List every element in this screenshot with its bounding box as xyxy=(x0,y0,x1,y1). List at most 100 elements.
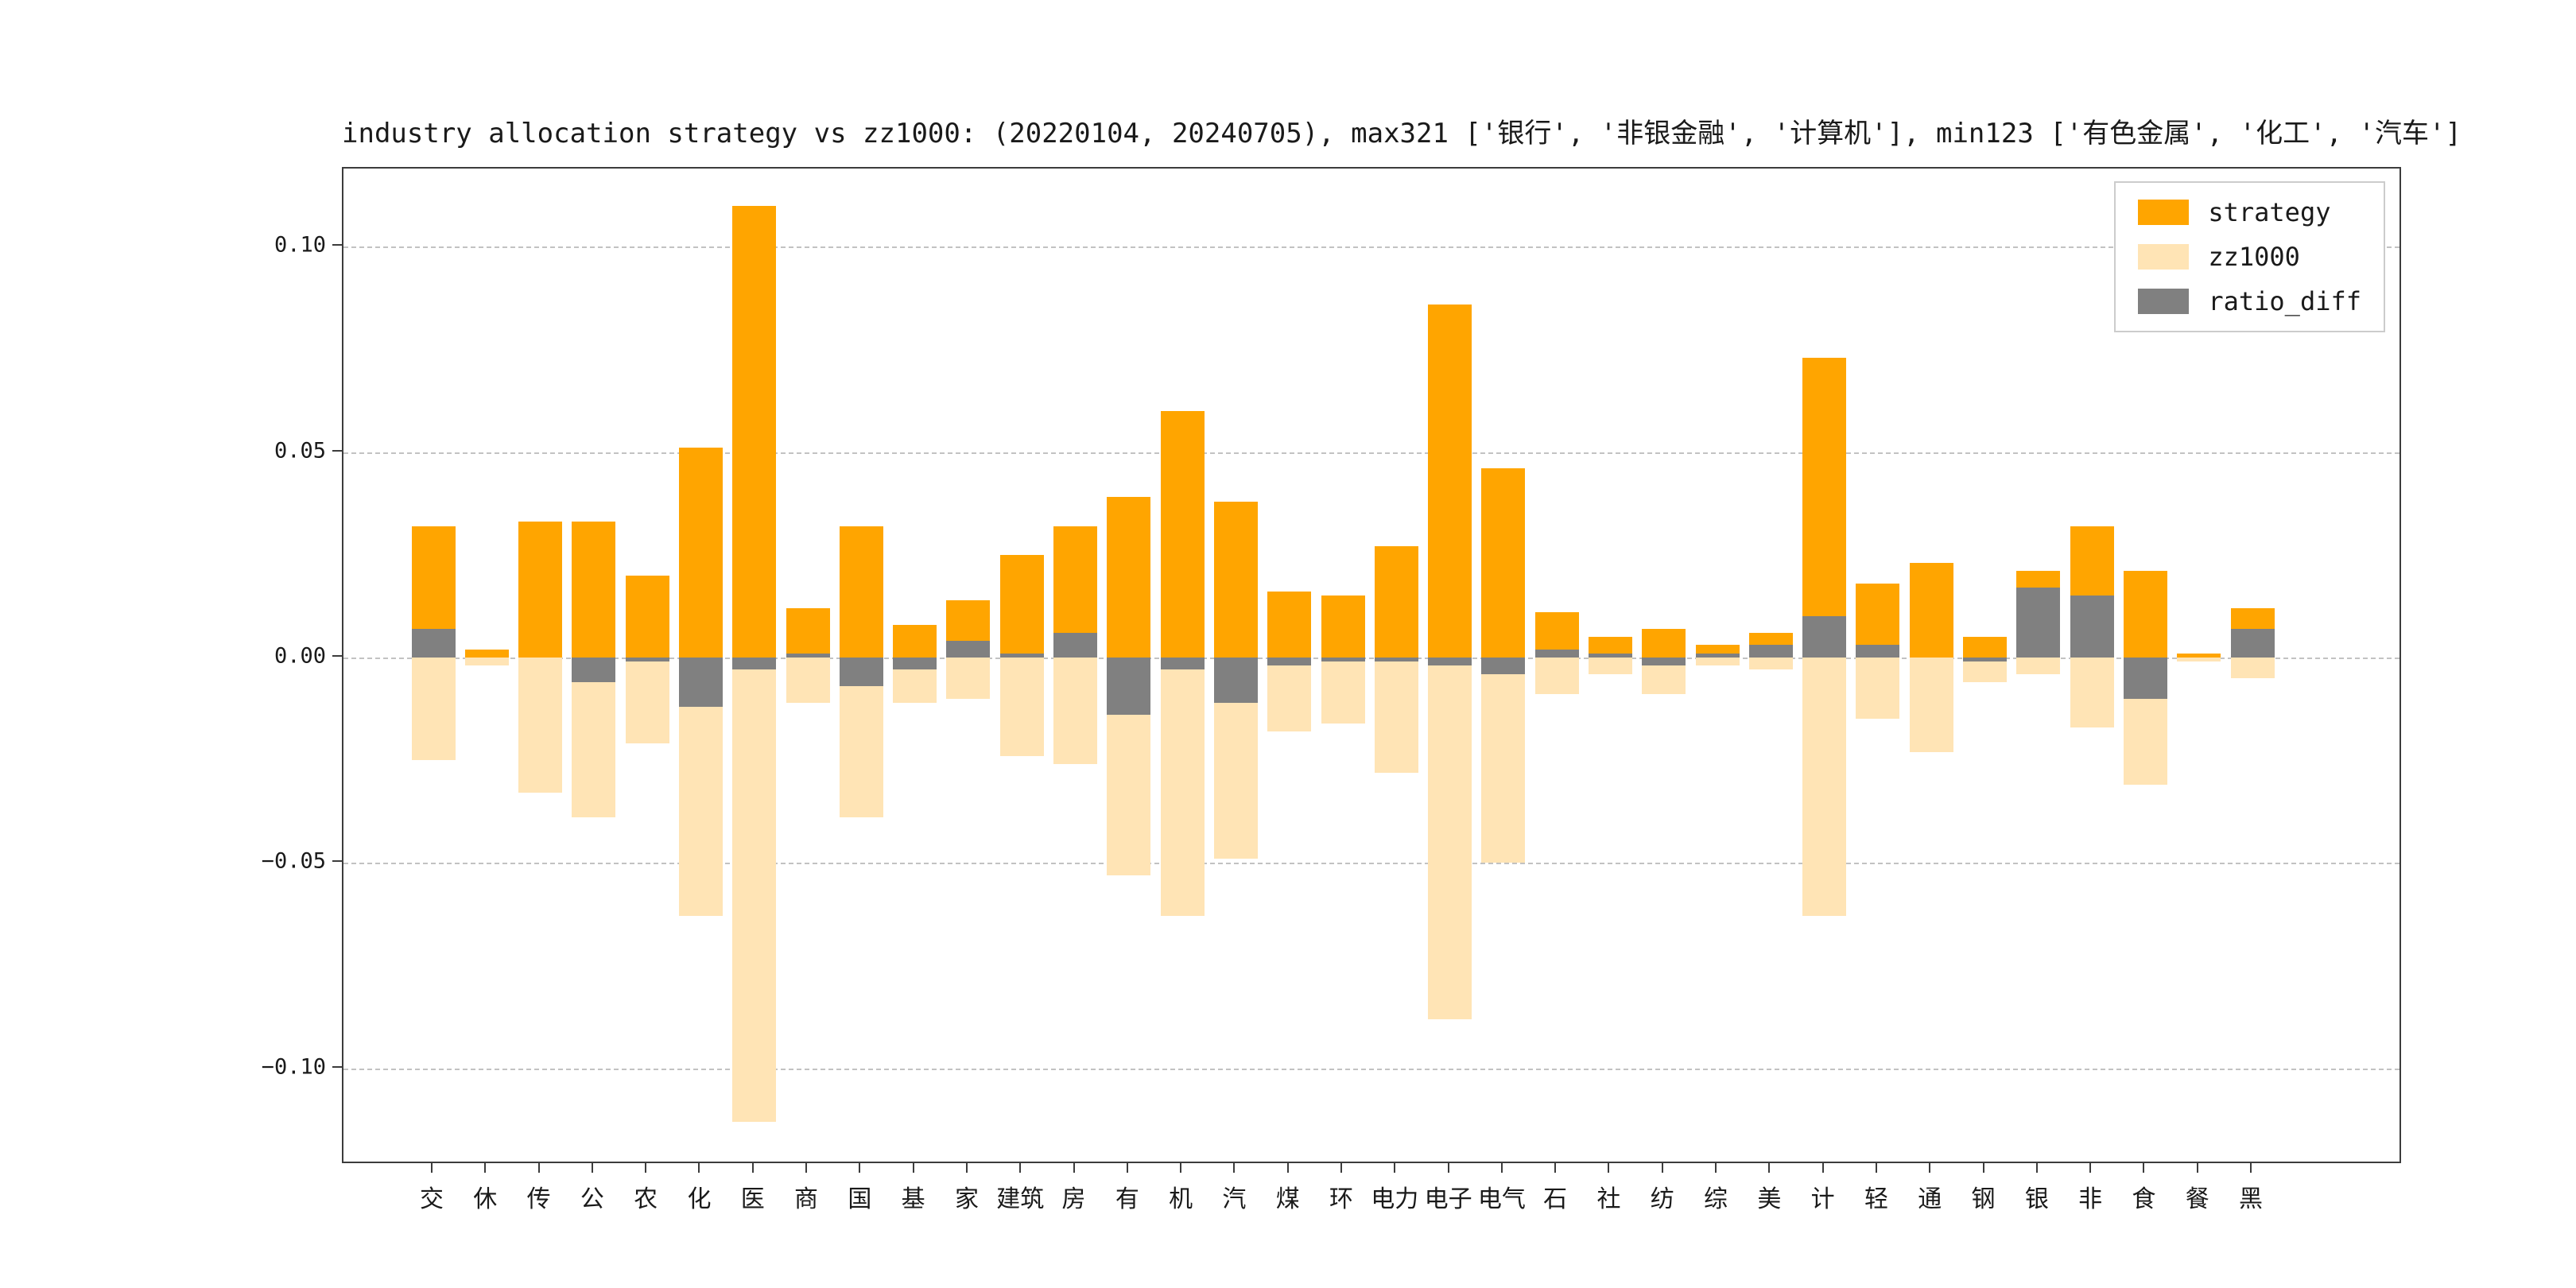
grid-line xyxy=(343,246,2399,249)
bar-strategy-餐 xyxy=(2177,653,2221,658)
x-tick-label-银: 银 xyxy=(2024,1185,2049,1213)
x-tick-label-电子: 电子 xyxy=(1424,1185,1472,1213)
bar-ratio-diff-基 xyxy=(893,657,937,670)
bar-strategy-环 xyxy=(1321,596,1365,658)
bar-ratio-diff-石 xyxy=(1534,649,1579,658)
x-tick-label-煤: 煤 xyxy=(1275,1185,1300,1213)
bar-strategy-化 xyxy=(678,448,723,658)
bar-zz1000-石 xyxy=(1534,657,1579,695)
x-tick-mark xyxy=(1233,1163,1236,1173)
x-tick-label-基: 基 xyxy=(901,1185,925,1213)
x-tick-label-黑: 黑 xyxy=(2239,1185,2263,1213)
grid-line xyxy=(343,1068,2399,1070)
x-tick-mark xyxy=(2143,1163,2145,1173)
bar-ratio-diff-综 xyxy=(1695,653,1740,658)
bar-strategy-医 xyxy=(732,205,777,658)
bar-ratio-diff-黑 xyxy=(2230,628,2275,658)
x-tick-label-轻: 轻 xyxy=(1864,1185,1888,1213)
x-tick-mark xyxy=(2035,1163,2038,1173)
chart-title: industry allocation strategy vs zz1000: … xyxy=(342,118,2462,149)
x-tick-mark xyxy=(1447,1163,1449,1173)
bar-strategy-传 xyxy=(518,522,563,658)
x-tick-label-化: 化 xyxy=(687,1185,712,1213)
y-tick-label: 0.05 xyxy=(274,438,326,464)
x-tick-mark xyxy=(1715,1163,1717,1173)
x-tick-label-钢: 钢 xyxy=(1971,1185,1996,1213)
grid-line xyxy=(343,657,2399,659)
bar-zz1000-煤 xyxy=(1267,657,1312,731)
bar-ratio-diff-农 xyxy=(625,657,669,662)
bar-strategy-电子 xyxy=(1428,304,1472,658)
bar-zz1000-轻 xyxy=(1856,657,1900,720)
bar-strategy-基 xyxy=(893,624,937,658)
x-tick-label-计: 计 xyxy=(1810,1185,1835,1213)
bar-ratio-diff-交 xyxy=(411,628,456,658)
grid-line xyxy=(343,863,2399,865)
bar-ratio-diff-医 xyxy=(732,657,777,670)
y-tick-mark xyxy=(332,244,342,246)
x-tick-label-公: 公 xyxy=(580,1185,604,1213)
x-tick-mark xyxy=(2089,1163,2092,1173)
x-tick-label-食: 食 xyxy=(2132,1185,2156,1213)
bar-zz1000-房 xyxy=(1053,657,1098,765)
bar-zz1000-环 xyxy=(1321,657,1365,724)
x-tick-mark xyxy=(591,1163,593,1173)
x-tick-label-有: 有 xyxy=(1115,1185,1139,1213)
x-tick-label-非: 非 xyxy=(2078,1185,2103,1213)
x-tick-mark xyxy=(537,1163,540,1173)
legend-label-strategy: strategy xyxy=(2208,197,2331,227)
bar-zz1000-餐 xyxy=(2177,657,2221,662)
bar-ratio-diff-非 xyxy=(2070,596,2114,658)
bar-ratio-diff-建筑 xyxy=(999,653,1044,658)
bar-zz1000-机 xyxy=(1160,657,1205,917)
bar-ratio-diff-国 xyxy=(839,657,883,687)
x-tick-mark xyxy=(1073,1163,1075,1173)
bar-ratio-diff-化 xyxy=(678,657,723,707)
legend-item-ratio-diff: ratio_diff xyxy=(2138,286,2361,316)
bar-ratio-diff-钢 xyxy=(1963,657,2008,662)
bar-zz1000-医 xyxy=(732,657,777,1122)
bar-zz1000-电气 xyxy=(1481,657,1526,863)
bar-strategy-国 xyxy=(839,526,883,658)
bar-zz1000-传 xyxy=(518,657,563,793)
x-tick-label-电力: 电力 xyxy=(1371,1185,1419,1213)
legend-label-zz1000: zz1000 xyxy=(2208,242,2300,272)
x-tick-mark xyxy=(2196,1163,2198,1173)
bar-zz1000-农 xyxy=(625,657,669,744)
y-tick-label: −0.05 xyxy=(261,848,326,874)
x-tick-mark xyxy=(1768,1163,1771,1173)
bar-strategy-机 xyxy=(1160,410,1205,658)
bar-ratio-diff-食 xyxy=(2123,657,2167,699)
x-tick-label-医: 医 xyxy=(740,1185,765,1213)
legend-swatch-strategy xyxy=(2138,200,2190,225)
bar-ratio-diff-电子 xyxy=(1428,657,1472,666)
x-tick-label-电气: 电气 xyxy=(1477,1185,1526,1213)
bar-strategy-通 xyxy=(1909,563,1953,658)
bar-zz1000-家 xyxy=(946,657,991,699)
bar-strategy-电力 xyxy=(1374,546,1418,658)
y-tick-mark xyxy=(332,1065,342,1068)
x-tick-label-建筑: 建筑 xyxy=(996,1185,1045,1213)
bar-strategy-公 xyxy=(572,522,616,658)
bar-zz1000-银 xyxy=(2016,657,2061,674)
x-tick-label-环: 环 xyxy=(1329,1185,1353,1213)
x-tick-mark xyxy=(859,1163,861,1173)
x-tick-mark xyxy=(1340,1163,1342,1173)
x-tick-mark xyxy=(1608,1163,1610,1173)
bar-ratio-diff-环 xyxy=(1321,657,1365,662)
bar-zz1000-公 xyxy=(572,657,616,818)
bar-zz1000-非 xyxy=(2070,657,2114,727)
x-tick-mark xyxy=(1286,1163,1289,1173)
bar-ratio-diff-美 xyxy=(1748,645,1793,658)
bar-ratio-diff-汽 xyxy=(1213,657,1258,703)
bar-ratio-diff-银 xyxy=(2016,588,2061,658)
x-tick-mark xyxy=(1875,1163,1877,1173)
bar-zz1000-电力 xyxy=(1374,657,1418,773)
bar-zz1000-商 xyxy=(786,657,830,703)
bar-zz1000-黑 xyxy=(2230,657,2275,678)
bar-strategy-休 xyxy=(464,649,509,658)
x-tick-mark xyxy=(484,1163,487,1173)
grid-line xyxy=(343,452,2399,454)
x-tick-label-交: 交 xyxy=(420,1185,444,1213)
